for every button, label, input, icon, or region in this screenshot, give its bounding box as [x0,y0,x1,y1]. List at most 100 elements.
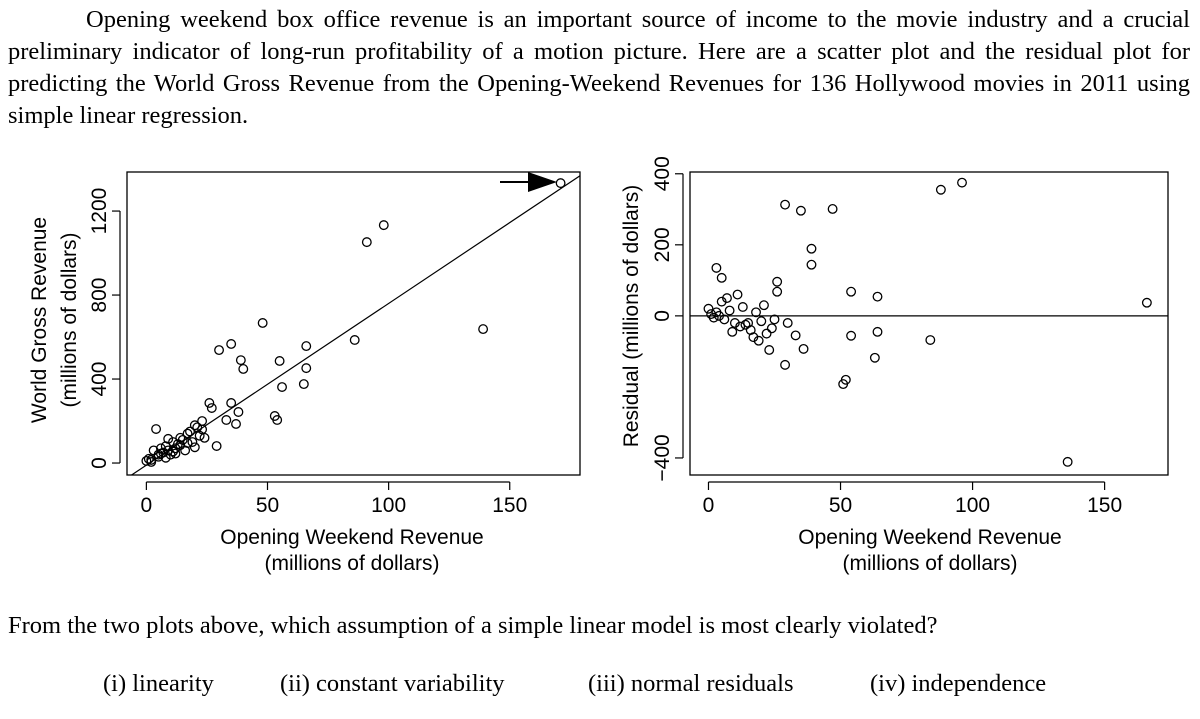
point [257,318,268,328]
x-axis-label: Opening Weekend Revenue [798,526,1061,549]
point [727,326,738,337]
x-tick-label: 150 [1087,494,1122,517]
point [298,379,309,390]
scatter-plot: Opening Weekend Revenue (millions of dol… [28,171,581,575]
point [277,382,287,392]
option: (iv) independence [870,670,1047,697]
point [238,364,249,374]
point [160,452,171,463]
residual-plot: Opening Weekend Revenue (millions of dol… [620,156,1169,575]
point [872,291,883,302]
point [177,434,188,445]
point [272,415,283,425]
point [175,440,186,451]
point [151,424,162,434]
point [780,199,791,210]
point [753,335,764,346]
point [772,286,783,297]
arrow-head [528,172,557,192]
x-axis-label: Opening Weekend Revenue [220,526,483,549]
x-tick-label: 150 [492,494,527,517]
x-tick-label: 50 [256,494,279,517]
y-axis-label: (millions of dollars) [58,232,81,407]
point [206,403,217,413]
point [349,335,360,345]
point [795,205,806,216]
point [737,302,748,312]
point [751,307,761,318]
point [758,300,769,311]
point [187,437,198,447]
point [714,310,724,321]
point [732,289,743,300]
point [197,416,208,426]
point [235,355,246,366]
point [782,318,793,328]
y-axis-label: Residual (millions of dollars) [620,185,643,448]
x-tick-label: 50 [829,494,852,517]
point [780,359,791,370]
point [226,398,237,408]
point [729,318,740,328]
point [1062,456,1073,467]
y-tick-label: 400 [88,362,111,397]
point [214,345,225,356]
point [869,352,880,363]
point [146,457,157,467]
x-tick-label: 0 [703,494,715,517]
point [716,272,727,283]
point [957,177,967,188]
point [806,243,817,254]
point [827,203,838,214]
point [716,296,727,307]
point [199,432,210,443]
point [301,341,312,352]
point [846,330,857,341]
point [925,335,936,345]
intro-paragraph: Opening weekend box office revenue is an… [8,6,1190,129]
plot-frame [689,171,1169,476]
point [194,430,205,441]
y-tick-label: 800 [88,278,111,313]
point [838,379,849,390]
point [155,443,166,454]
plot-frame [126,171,581,476]
point [764,345,775,355]
y-tick-label: 0 [651,310,674,322]
point [766,323,777,334]
point [361,237,372,248]
point [189,442,200,453]
point [555,178,566,189]
point [846,286,857,297]
point [790,330,801,341]
point [274,356,285,366]
point [798,343,809,354]
point [769,314,780,325]
point [182,428,193,439]
point [756,316,767,327]
x-axis-label: (millions of dollars) [842,552,1017,575]
point [935,184,946,195]
point [221,415,232,425]
point [735,321,746,332]
point [740,319,751,330]
point [185,426,195,437]
point [711,262,722,273]
y-tick-label: 400 [651,156,674,191]
point [743,318,754,328]
point [226,339,237,349]
option: (ii) constant variability [280,670,505,697]
x-axis-label: (millions of dollars) [264,552,439,575]
regression-line [130,175,580,475]
point [170,448,181,459]
y-tick-label: 0 [88,457,111,469]
point [1141,297,1152,308]
x-tick-label: 100 [371,494,406,517]
point [719,314,730,325]
point [204,398,215,408]
point [163,433,174,444]
point [748,332,759,343]
point [165,449,176,460]
